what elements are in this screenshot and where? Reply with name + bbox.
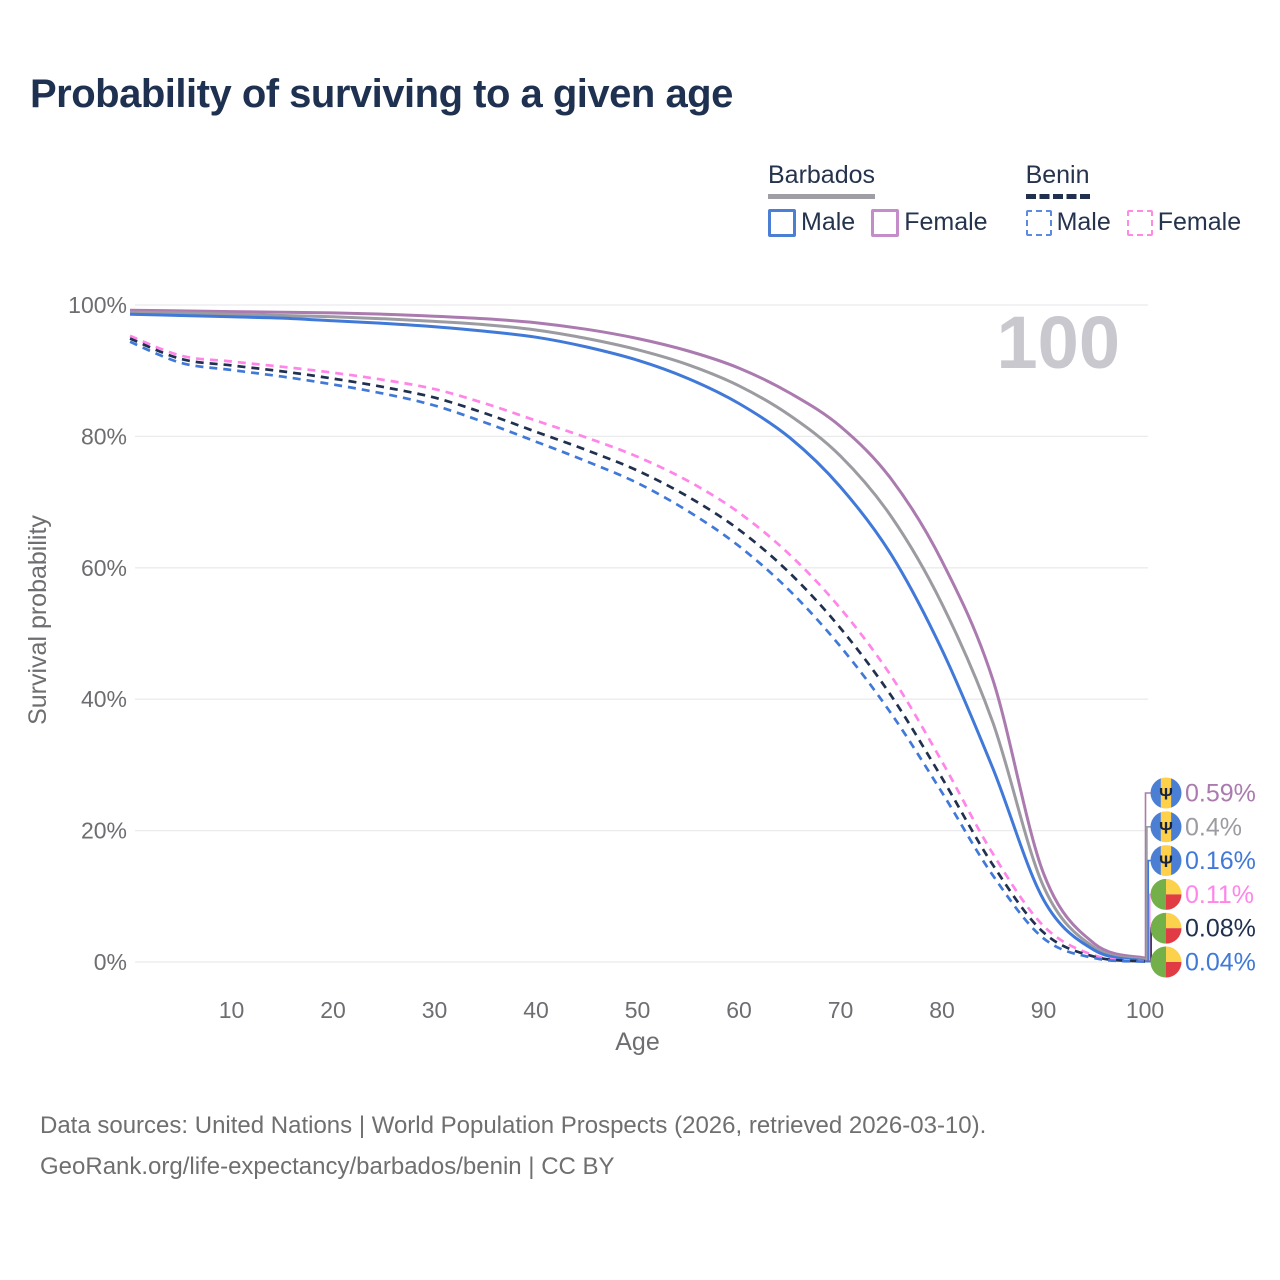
- curve-benin-male: [129, 340, 1146, 964]
- y-axis-tick-label: 100%: [68, 292, 127, 318]
- x-axis-tick-label: 30: [422, 997, 448, 1023]
- benin-male-swatch-icon: [1025, 209, 1052, 236]
- legend-label: Female: [904, 208, 988, 236]
- footer: Data sources: United Nations | World Pop…: [40, 1105, 986, 1187]
- x-axis-tick-label: 90: [1031, 997, 1057, 1023]
- end-value-labels: Ψ 0.59% Ψ 0.4% Ψ 0.16% 0.11% 0.08% 0.04%: [1144, 777, 1256, 978]
- end-value-label: 0.04%: [1185, 949, 1256, 977]
- x-axis-tick-label: 50: [625, 997, 651, 1023]
- benin-female-swatch-icon: [1126, 209, 1153, 236]
- x-axis-title: Age: [615, 1028, 659, 1056]
- curve-barbados-male: [129, 312, 1146, 963]
- flag-icon-benin: [1150, 878, 1182, 910]
- page-title: Probability of surviving to a given age: [30, 72, 733, 116]
- end-value-label: 0.16%: [1185, 847, 1256, 875]
- x-axis-tick-label: 70: [828, 997, 854, 1023]
- flag-icon-barbados: Ψ: [1150, 777, 1182, 809]
- y-axis-tick-label: 60%: [81, 555, 127, 581]
- legend-item-benin-female[interactable]: Female: [1126, 208, 1242, 237]
- legend-item-benin-male[interactable]: Male: [1025, 208, 1111, 237]
- legend-label: Female: [1157, 208, 1242, 236]
- x-axis-tick-label: 40: [523, 997, 549, 1023]
- legend-group-barbados: Barbados Male Female: [768, 161, 988, 237]
- footer-url-line: GeoRank.org/life-expectancy/barbados/ben…: [40, 1153, 615, 1180]
- end-value-label: 0.08%: [1185, 915, 1256, 943]
- age-watermark: 100: [997, 301, 1120, 384]
- flag-icon-benin: [1150, 912, 1182, 944]
- y-axis-tick-label: 0%: [94, 949, 127, 975]
- end-label-connector: [1144, 792, 1153, 959]
- y-axis-tick-label: 80%: [81, 423, 127, 449]
- trident-glyph: Ψ: [1159, 818, 1173, 837]
- trident-glyph: Ψ: [1159, 785, 1173, 804]
- flag-icon-barbados: Ψ: [1150, 811, 1182, 843]
- end-label-connector: [1145, 826, 1153, 961]
- curve-benin-female: [129, 334, 1146, 963]
- x-axis-tick-label: 80: [929, 997, 955, 1023]
- curve-barbados-female: [129, 308, 1146, 960]
- barbados-female-swatch-icon: [871, 208, 900, 237]
- x-axis-tick-label: 60: [726, 997, 752, 1023]
- y-axis-tick-label: 20%: [81, 818, 127, 844]
- legend-label: Male: [1056, 208, 1111, 236]
- y-axis-tick-label: 40%: [81, 686, 127, 712]
- footer-source-line: Data sources: United Nations | World Pop…: [40, 1112, 987, 1139]
- gridlines: 0% 20% 40% 60% 80% 100%: [68, 292, 1148, 975]
- x-axis: 10 20 30 40 50 60 70 80 90 100 Age: [219, 997, 1164, 1056]
- end-value-label: 0.59%: [1185, 780, 1256, 808]
- x-axis-tick-label: 100: [1126, 997, 1164, 1023]
- legend-item-barbados-female[interactable]: Female: [871, 208, 988, 237]
- legend-label: Male: [801, 208, 856, 236]
- trident-glyph: Ψ: [1159, 852, 1173, 871]
- end-value-label: 0.4%: [1185, 813, 1242, 841]
- legend-country-barbados: Barbados: [768, 161, 876, 199]
- legend: Barbados Male Female Benin Male: [768, 161, 1241, 237]
- end-value-label: 0.11%: [1185, 881, 1254, 909]
- y-axis-title: Survival probability: [24, 515, 52, 725]
- legend-country-benin: Benin: [1025, 161, 1090, 199]
- flag-icon-benin: [1150, 946, 1182, 978]
- curve-benin: [129, 337, 1146, 963]
- legend-item-barbados-male[interactable]: Male: [768, 208, 855, 237]
- x-axis-tick-label: 10: [219, 997, 245, 1023]
- curve-barbados: [129, 310, 1146, 961]
- barbados-male-swatch-icon: [768, 208, 796, 237]
- legend-group-benin: Benin Male Female: [1025, 161, 1242, 237]
- x-axis-tick-label: 20: [320, 997, 346, 1023]
- survival-curves: [129, 308, 1146, 964]
- flag-icon-barbados: Ψ: [1150, 845, 1182, 877]
